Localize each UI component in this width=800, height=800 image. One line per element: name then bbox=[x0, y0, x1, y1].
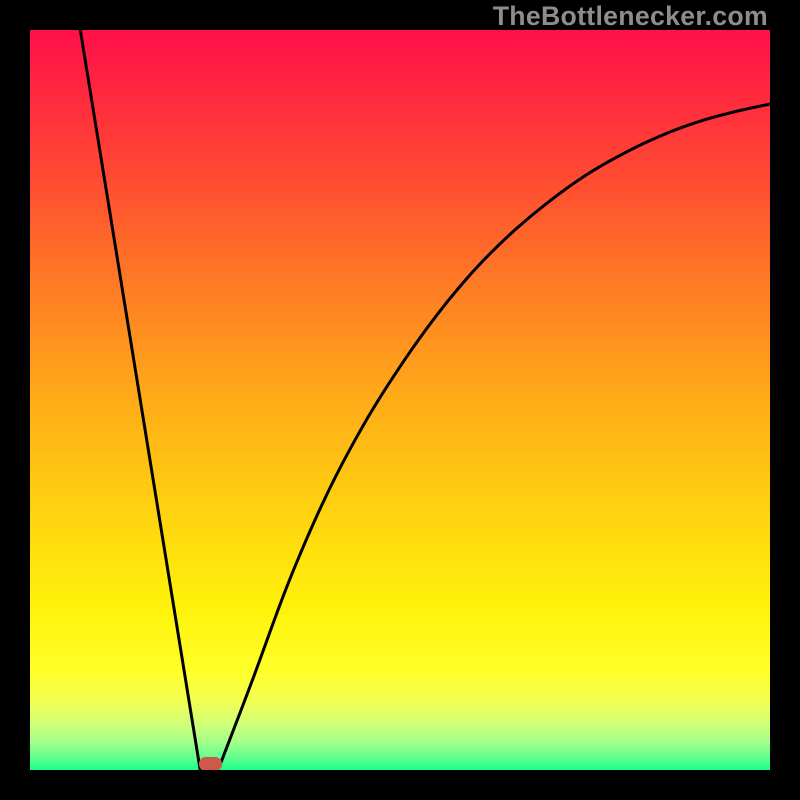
watermark-text: TheBottlenecker.com bbox=[493, 1, 768, 32]
figure-root: TheBottlenecker.com bbox=[0, 0, 800, 800]
plot-area bbox=[30, 30, 770, 770]
plot-svg bbox=[30, 30, 770, 770]
minimum-marker bbox=[199, 757, 221, 770]
